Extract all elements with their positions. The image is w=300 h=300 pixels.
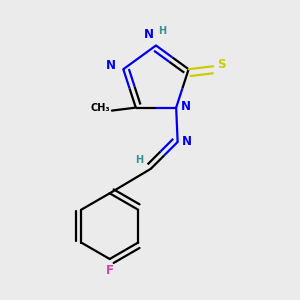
- Text: N: N: [181, 100, 191, 113]
- Text: CH₃: CH₃: [91, 103, 110, 112]
- Text: H: H: [158, 26, 166, 36]
- Text: F: F: [106, 264, 114, 277]
- Text: N: N: [143, 28, 154, 41]
- Text: N: N: [106, 59, 116, 72]
- Text: S: S: [217, 58, 225, 71]
- Text: N: N: [182, 135, 192, 148]
- Text: H: H: [135, 155, 143, 166]
